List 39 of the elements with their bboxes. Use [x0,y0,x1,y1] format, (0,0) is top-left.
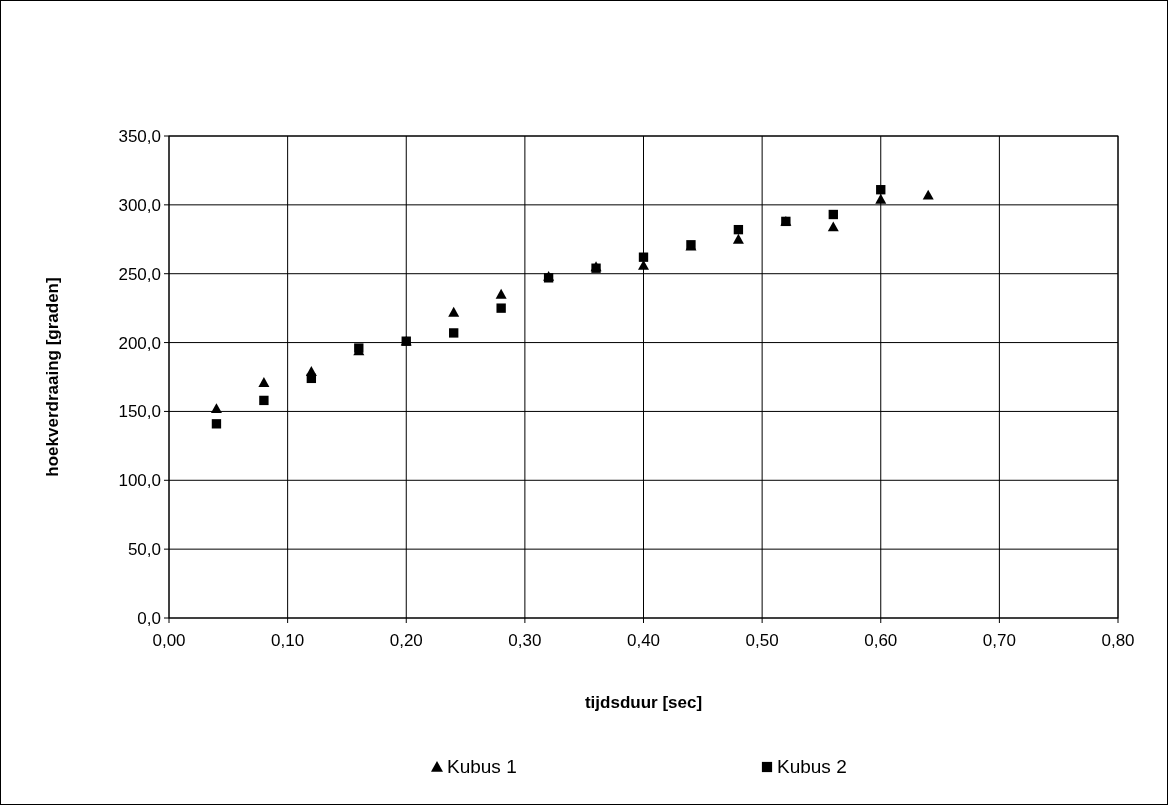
y-tick-label: 250,0 [118,264,161,284]
point [732,233,744,244]
x-tick-label: 0,50 [745,631,779,650]
x-axis-title: tijdsduur [sec] [584,693,703,712]
x-tick-label: 0,80 [1101,631,1135,650]
point [638,252,649,262]
legend-label: Kubus 1 [447,756,517,777]
point [827,221,839,232]
point [306,373,317,384]
y-tick-label: 300,0 [118,195,161,215]
point [495,288,507,299]
point [875,193,887,204]
point [922,189,934,200]
y-tick-label: 150,0 [118,402,161,422]
point [211,419,222,429]
y-tick-label: 50,0 [127,540,161,560]
point [496,303,506,313]
y-tick-label: 200,0 [118,333,161,353]
y-tick-label: 350,0 [118,126,161,146]
x-tick-label: 0,60 [864,631,898,650]
point [259,395,269,406]
x-tick-label: 0,10 [271,631,305,650]
point [401,336,411,346]
y-tick-label: 100,0 [118,471,161,491]
point [828,209,838,220]
x-tick-label: 0,40 [626,631,661,650]
y-tick-label: 0,0 [137,608,161,628]
point [449,328,459,338]
x-tick-label: 0,30 [508,631,542,650]
legend-label: Kubus 2 [777,756,847,777]
point [258,377,270,387]
point [210,403,222,414]
point [448,306,460,317]
y-axis-title: hoekverdraaing [graden] [43,277,62,477]
x-tick-label: 0,70 [982,631,1016,650]
point [733,224,744,235]
x-tick-label: 0,00 [152,631,186,650]
point [876,185,886,195]
x-tick-label: 0,20 [389,631,423,650]
